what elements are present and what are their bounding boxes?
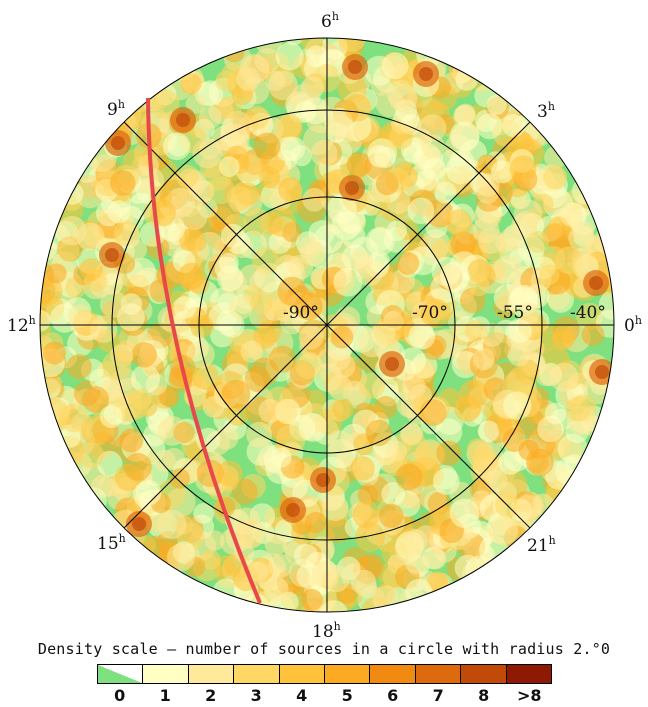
hour-label-15: 15h <box>97 532 126 554</box>
scale-cell-2 <box>188 665 235 683</box>
hour-label-21: 21h <box>527 534 556 556</box>
coordinate-grid <box>39 37 615 613</box>
scale-cell-over8 <box>506 665 552 683</box>
hour-label-9: 9h <box>107 98 125 120</box>
scale-tick: 2 <box>205 686 217 705</box>
scale-tick: 5 <box>341 686 353 705</box>
scale-tick: 0 <box>114 686 126 705</box>
hour-label-18: 18h <box>312 620 341 640</box>
dec-label-minus40: -40° <box>570 303 606 323</box>
polar-sky-density-map: 6h 3h 0h 21h 18h 15h 12h 9h -90° -70° -5… <box>7 10 642 640</box>
dec-label-minus70: -70° <box>412 303 448 323</box>
scale-tick: >8 <box>516 686 542 705</box>
scale-tick: 3 <box>250 686 262 705</box>
scale-cell-3 <box>234 665 280 683</box>
hour-label-3: 3h <box>537 100 555 122</box>
density-blobs <box>40 38 614 612</box>
grid-labels: 6h 3h 0h 21h 18h 15h 12h 9h -90° -70° -5… <box>7 10 642 640</box>
scale-cell-5 <box>325 665 371 683</box>
scale-tick: 6 <box>387 686 399 705</box>
scale-cell-6 <box>370 665 416 683</box>
density-scale-bar <box>97 664 552 684</box>
dec-label-minus90: -90° <box>283 303 319 323</box>
scale-tick: 7 <box>432 686 444 705</box>
scale-cell-8 <box>461 665 507 683</box>
scale-tick: 1 <box>159 686 171 705</box>
scale-tick: 4 <box>296 686 308 705</box>
density-scale-title: Density scale – number of sources in a c… <box>37 640 611 658</box>
hour-label-6: 6h <box>321 10 339 32</box>
hour-line <box>123 121 531 529</box>
scale-cell-0 <box>98 665 144 683</box>
dec-label-minus55: -55° <box>497 303 533 323</box>
scale-tick: 8 <box>478 686 490 705</box>
hour-label-0: 0h <box>624 314 642 336</box>
scale-cell-7 <box>415 665 462 683</box>
scale-cell-1 <box>143 665 189 683</box>
hour-label-12: 12h <box>7 314 36 336</box>
scale-cell-4 <box>279 665 326 683</box>
boundary-curve <box>146 97 262 604</box>
density-scale-ticks: 0 1 2 3 4 5 6 7 8 >8 <box>97 686 552 705</box>
